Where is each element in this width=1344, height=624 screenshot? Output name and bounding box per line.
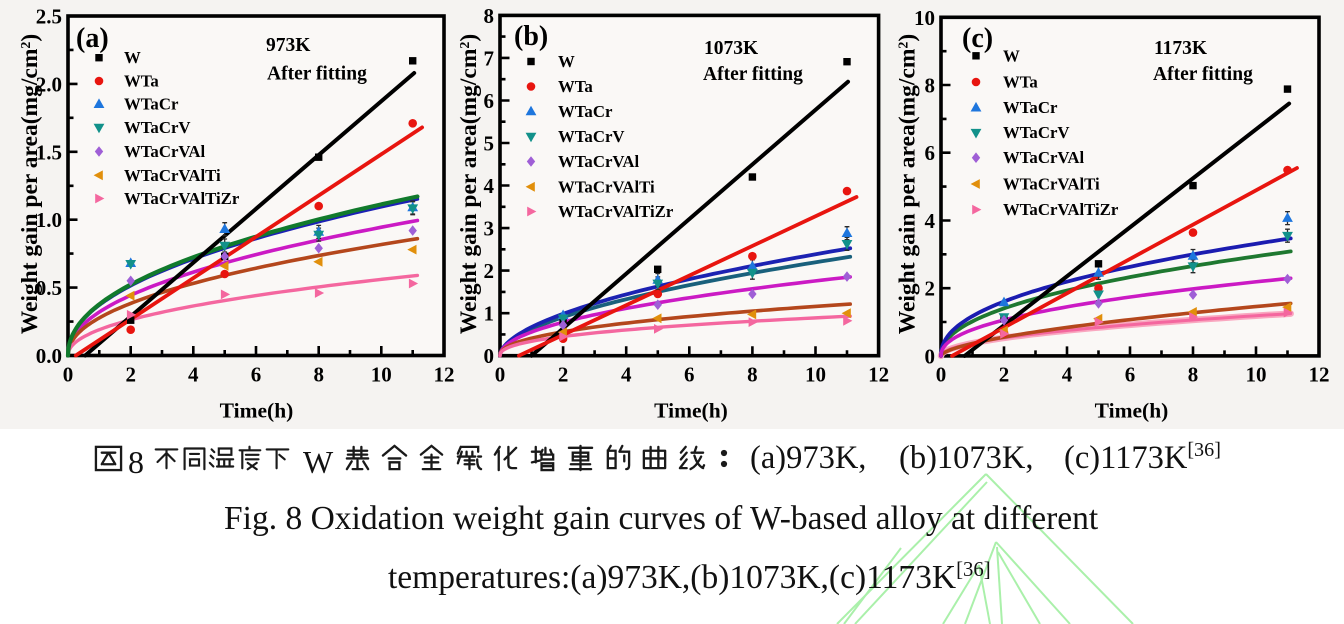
svg-text:Weight gain per area(mg/cm2): Weight gain per area(mg/cm2)	[895, 34, 921, 335]
svg-text:Time(h): Time(h)	[220, 399, 294, 423]
svg-text:WTaCrVAlTiZr: WTaCrVAlTiZr	[558, 202, 674, 221]
svg-text:10: 10	[805, 363, 826, 387]
svg-text:8: 8	[1188, 363, 1199, 387]
svg-text:W: W	[558, 52, 575, 71]
svg-text:6: 6	[484, 89, 495, 113]
svg-text:2.5: 2.5	[36, 5, 62, 29]
svg-text:8: 8	[313, 363, 324, 387]
svg-text:1073K: 1073K	[704, 38, 759, 59]
svg-text:WTaCrV: WTaCrV	[124, 118, 191, 137]
svg-text:WTaCrVAlTi: WTaCrVAlTi	[124, 166, 221, 185]
svg-text:WTaCrV: WTaCrV	[1003, 123, 1070, 142]
svg-text:Weight gain per area(mg/cm2): Weight gain per area(mg/cm2)	[456, 34, 482, 335]
svg-text:Time(h): Time(h)	[1095, 399, 1169, 423]
svg-text:(a): (a)	[76, 23, 109, 54]
svg-text:1.5: 1.5	[36, 140, 62, 164]
svg-text:After fitting: After fitting	[1153, 64, 1253, 85]
svg-text:8: 8	[484, 4, 495, 28]
svg-text:2: 2	[558, 363, 569, 387]
svg-text:Time(h): Time(h)	[654, 399, 728, 423]
svg-text:(b): (b)	[514, 21, 548, 52]
svg-text:12: 12	[434, 363, 455, 387]
svg-text:0: 0	[936, 363, 947, 387]
svg-text:0: 0	[495, 363, 506, 387]
svg-text:After fitting: After fitting	[703, 64, 803, 85]
svg-text:6: 6	[684, 363, 695, 387]
svg-text:After fitting: After fitting	[267, 64, 367, 85]
svg-text:12: 12	[1309, 363, 1330, 387]
svg-text:WTaCrVAl: WTaCrVAl	[124, 142, 205, 161]
svg-text:0: 0	[484, 344, 495, 368]
svg-text:4: 4	[1062, 363, 1073, 387]
svg-text:2: 2	[484, 259, 495, 283]
svg-text:10: 10	[914, 6, 935, 30]
svg-text:2: 2	[999, 363, 1010, 387]
svg-text:Weight gain per area(mg/cm2): Weight gain per area(mg/cm2)	[17, 34, 43, 335]
svg-text:WTaCrVAlTi: WTaCrVAlTi	[1003, 175, 1100, 194]
svg-text:2.0: 2.0	[36, 72, 62, 96]
svg-text:WTaCrVAl: WTaCrVAl	[558, 152, 639, 171]
svg-text:W: W	[124, 48, 141, 67]
svg-text:6: 6	[1125, 363, 1136, 387]
svg-text:12: 12	[868, 363, 889, 387]
svg-text:10: 10	[1246, 363, 1267, 387]
svg-text:WTa: WTa	[1003, 73, 1038, 92]
svg-text:1.0: 1.0	[36, 208, 62, 232]
svg-text:4: 4	[621, 363, 632, 387]
svg-text:W: W	[1003, 46, 1020, 65]
svg-text:0: 0	[63, 363, 74, 387]
svg-text:4: 4	[188, 363, 199, 387]
svg-text:0.5: 0.5	[36, 276, 62, 300]
svg-text:6: 6	[925, 141, 936, 165]
svg-text:WTaCrV: WTaCrV	[558, 127, 625, 146]
svg-text:WTaCrVAlTi: WTaCrVAlTi	[558, 177, 655, 196]
svg-text:WTaCrVAl: WTaCrVAl	[1003, 148, 1084, 167]
svg-text:8: 8	[747, 363, 758, 387]
svg-text:4: 4	[484, 174, 495, 198]
svg-text:0.0: 0.0	[36, 344, 62, 368]
svg-text:1173K: 1173K	[1154, 38, 1208, 59]
svg-text:WTaCrVAlTiZr: WTaCrVAlTiZr	[1003, 200, 1119, 219]
svg-text:WTaCr: WTaCr	[558, 102, 613, 121]
svg-text:2: 2	[125, 363, 136, 387]
svg-text:2: 2	[925, 277, 936, 301]
svg-text:WTaCrVAlTiZr: WTaCrVAlTiZr	[124, 189, 240, 208]
svg-text:3: 3	[484, 217, 495, 241]
svg-text:WTaCr: WTaCr	[124, 95, 179, 114]
svg-text:WTa: WTa	[124, 72, 159, 91]
svg-text:973K: 973K	[266, 35, 311, 56]
svg-text:7: 7	[484, 46, 495, 70]
svg-text:WTaCr: WTaCr	[1003, 98, 1058, 117]
svg-text:4: 4	[925, 209, 936, 233]
svg-text:0: 0	[925, 344, 936, 368]
svg-text:8: 8	[925, 74, 936, 98]
svg-text:10: 10	[371, 363, 392, 387]
svg-text:WTa: WTa	[558, 77, 593, 96]
svg-text:6: 6	[251, 363, 262, 387]
svg-text:(c): (c)	[962, 23, 993, 54]
svg-text:5: 5	[484, 132, 495, 156]
svg-text:1: 1	[484, 302, 495, 326]
